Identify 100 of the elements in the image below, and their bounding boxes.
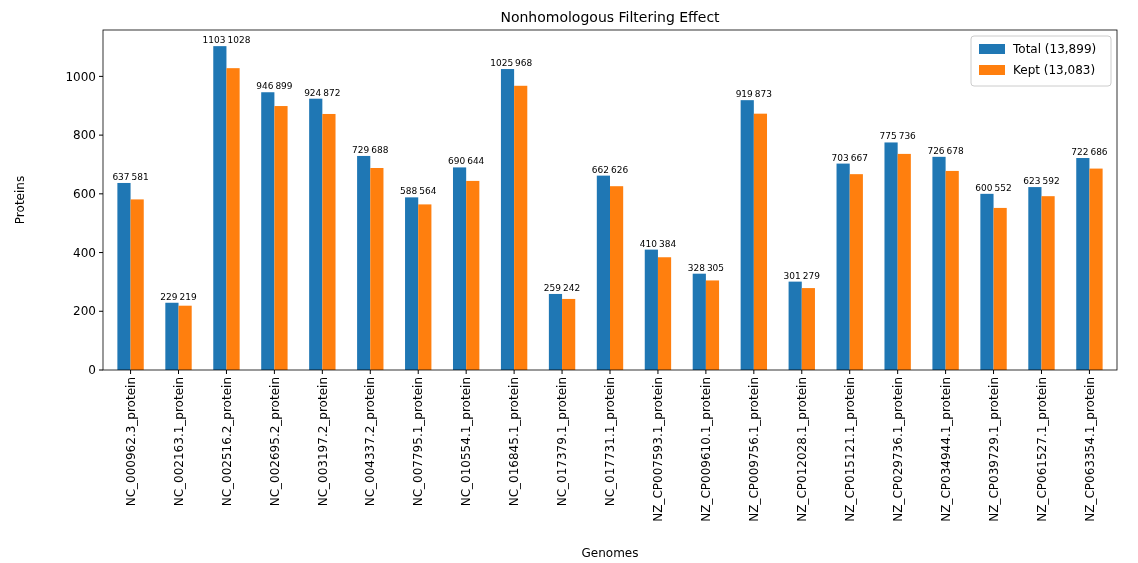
data-label: 626 xyxy=(611,164,629,175)
bar xyxy=(500,69,515,370)
data-label: 229 xyxy=(160,291,178,302)
data-label: 279 xyxy=(802,270,821,281)
x-tick-label: NZ_CP012028.1_protein xyxy=(794,377,809,522)
bar xyxy=(322,113,336,370)
bar xyxy=(596,175,610,370)
x-tick-label: NC_010554.1_protein xyxy=(459,377,474,507)
data-label: 242 xyxy=(563,282,581,293)
bar xyxy=(357,155,371,370)
bar xyxy=(178,305,192,370)
bar xyxy=(980,193,994,370)
data-label: 678 xyxy=(946,145,965,156)
bar xyxy=(705,280,720,370)
y-axis-title: Proteins xyxy=(13,175,27,225)
bar xyxy=(644,249,658,370)
x-tick-label: NZ_CP029736.1_protein xyxy=(890,377,905,522)
data-label: 872 xyxy=(323,87,341,98)
bar xyxy=(1076,158,1090,370)
data-label: 775 xyxy=(879,131,897,142)
bar xyxy=(897,153,911,370)
x-tick-label: NC_002163.1_protein xyxy=(171,377,186,507)
y-tick-label: 800 xyxy=(73,128,96,143)
bar xyxy=(740,100,754,370)
bar xyxy=(452,167,467,370)
bar xyxy=(1028,187,1042,370)
bar xyxy=(932,156,946,370)
x-tick-label: NZ_CP039729.1_protein xyxy=(986,377,1001,522)
data-label: 637 xyxy=(112,171,130,182)
x-tick-label: NC_017731.1_protein xyxy=(603,377,618,507)
bar xyxy=(418,204,432,370)
data-label: 1025 xyxy=(490,58,514,69)
bar xyxy=(993,207,1007,370)
data-label: 1028 xyxy=(227,35,251,46)
bar xyxy=(274,106,288,370)
x-tick-label: NZ_CP007593.1_protein xyxy=(651,377,666,522)
chart-title: Nonhomologous Filtering Effect xyxy=(500,9,721,25)
bar xyxy=(466,180,480,370)
data-label: 919 xyxy=(735,89,754,100)
data-label: 644 xyxy=(467,156,485,167)
bar xyxy=(165,302,179,370)
bar xyxy=(692,273,706,370)
bar xyxy=(836,163,850,370)
data-label: 924 xyxy=(304,87,322,98)
data-label: 736 xyxy=(898,131,917,142)
bar xyxy=(226,68,240,370)
bar xyxy=(309,98,323,370)
data-label: 259 xyxy=(543,282,562,293)
bar xyxy=(370,168,384,370)
bar xyxy=(610,186,624,370)
legend-label: Total (13,899) xyxy=(1012,42,1097,57)
x-tick-label: NC_007795.1_protein xyxy=(411,377,426,507)
x-tick-label: NC_016845.1_protein xyxy=(507,377,522,507)
bar xyxy=(514,85,528,370)
bar xyxy=(1089,168,1103,370)
data-label: 305 xyxy=(706,262,725,273)
data-label: 623 xyxy=(1023,176,1041,187)
bar xyxy=(1041,196,1055,370)
bar xyxy=(548,293,563,370)
data-label: 946 xyxy=(256,81,274,92)
bar xyxy=(801,288,815,370)
data-label: 600 xyxy=(975,182,993,193)
data-label: 384 xyxy=(658,238,677,249)
x-axis-title: Genomes xyxy=(581,546,639,560)
bar xyxy=(213,46,227,370)
data-label: 662 xyxy=(591,164,609,175)
data-label: 410 xyxy=(639,238,658,249)
data-label: 729 xyxy=(352,144,370,155)
x-tick-label: NZ_CP061527.1_protein xyxy=(1034,377,1049,522)
data-label: 686 xyxy=(1090,147,1108,158)
x-tick-label: NC_002695.2_protein xyxy=(267,377,282,507)
x-tick-label: NC_003197.2_protein xyxy=(315,377,330,507)
data-label: 899 xyxy=(275,81,293,92)
bar xyxy=(945,170,959,370)
x-tick-label: NC_017379.1_protein xyxy=(555,377,570,507)
bar xyxy=(562,298,576,370)
bar xyxy=(884,142,898,370)
data-label: 667 xyxy=(850,152,868,163)
x-tick-label: NZ_CP063354.1_protein xyxy=(1082,377,1097,522)
y-tick-label: 400 xyxy=(73,245,96,260)
data-label: 301 xyxy=(783,270,801,281)
y-tick-label: 200 xyxy=(73,304,96,319)
data-label: 1103 xyxy=(202,35,226,46)
data-label: 564 xyxy=(419,186,437,197)
y-tick-label: 600 xyxy=(73,187,96,202)
bar xyxy=(405,197,419,370)
data-label: 328 xyxy=(687,262,706,273)
data-label: 581 xyxy=(131,171,149,182)
x-tick-label: NC_004337.2_protein xyxy=(363,377,378,507)
data-label: 688 xyxy=(371,144,389,155)
bar xyxy=(788,281,802,370)
data-label: 592 xyxy=(1042,176,1060,187)
y-tick-label: 1000 xyxy=(65,69,96,84)
bar xyxy=(657,257,672,370)
bar xyxy=(117,182,131,370)
x-tick-label: NC_000962.3_protein xyxy=(123,377,138,507)
data-label: 968 xyxy=(515,58,533,69)
x-tick-label: NZ_CP034944.1_protein xyxy=(938,377,953,522)
x-tick-label: NZ_CP009610.1_protein xyxy=(699,377,714,522)
data-label: 726 xyxy=(927,145,945,156)
